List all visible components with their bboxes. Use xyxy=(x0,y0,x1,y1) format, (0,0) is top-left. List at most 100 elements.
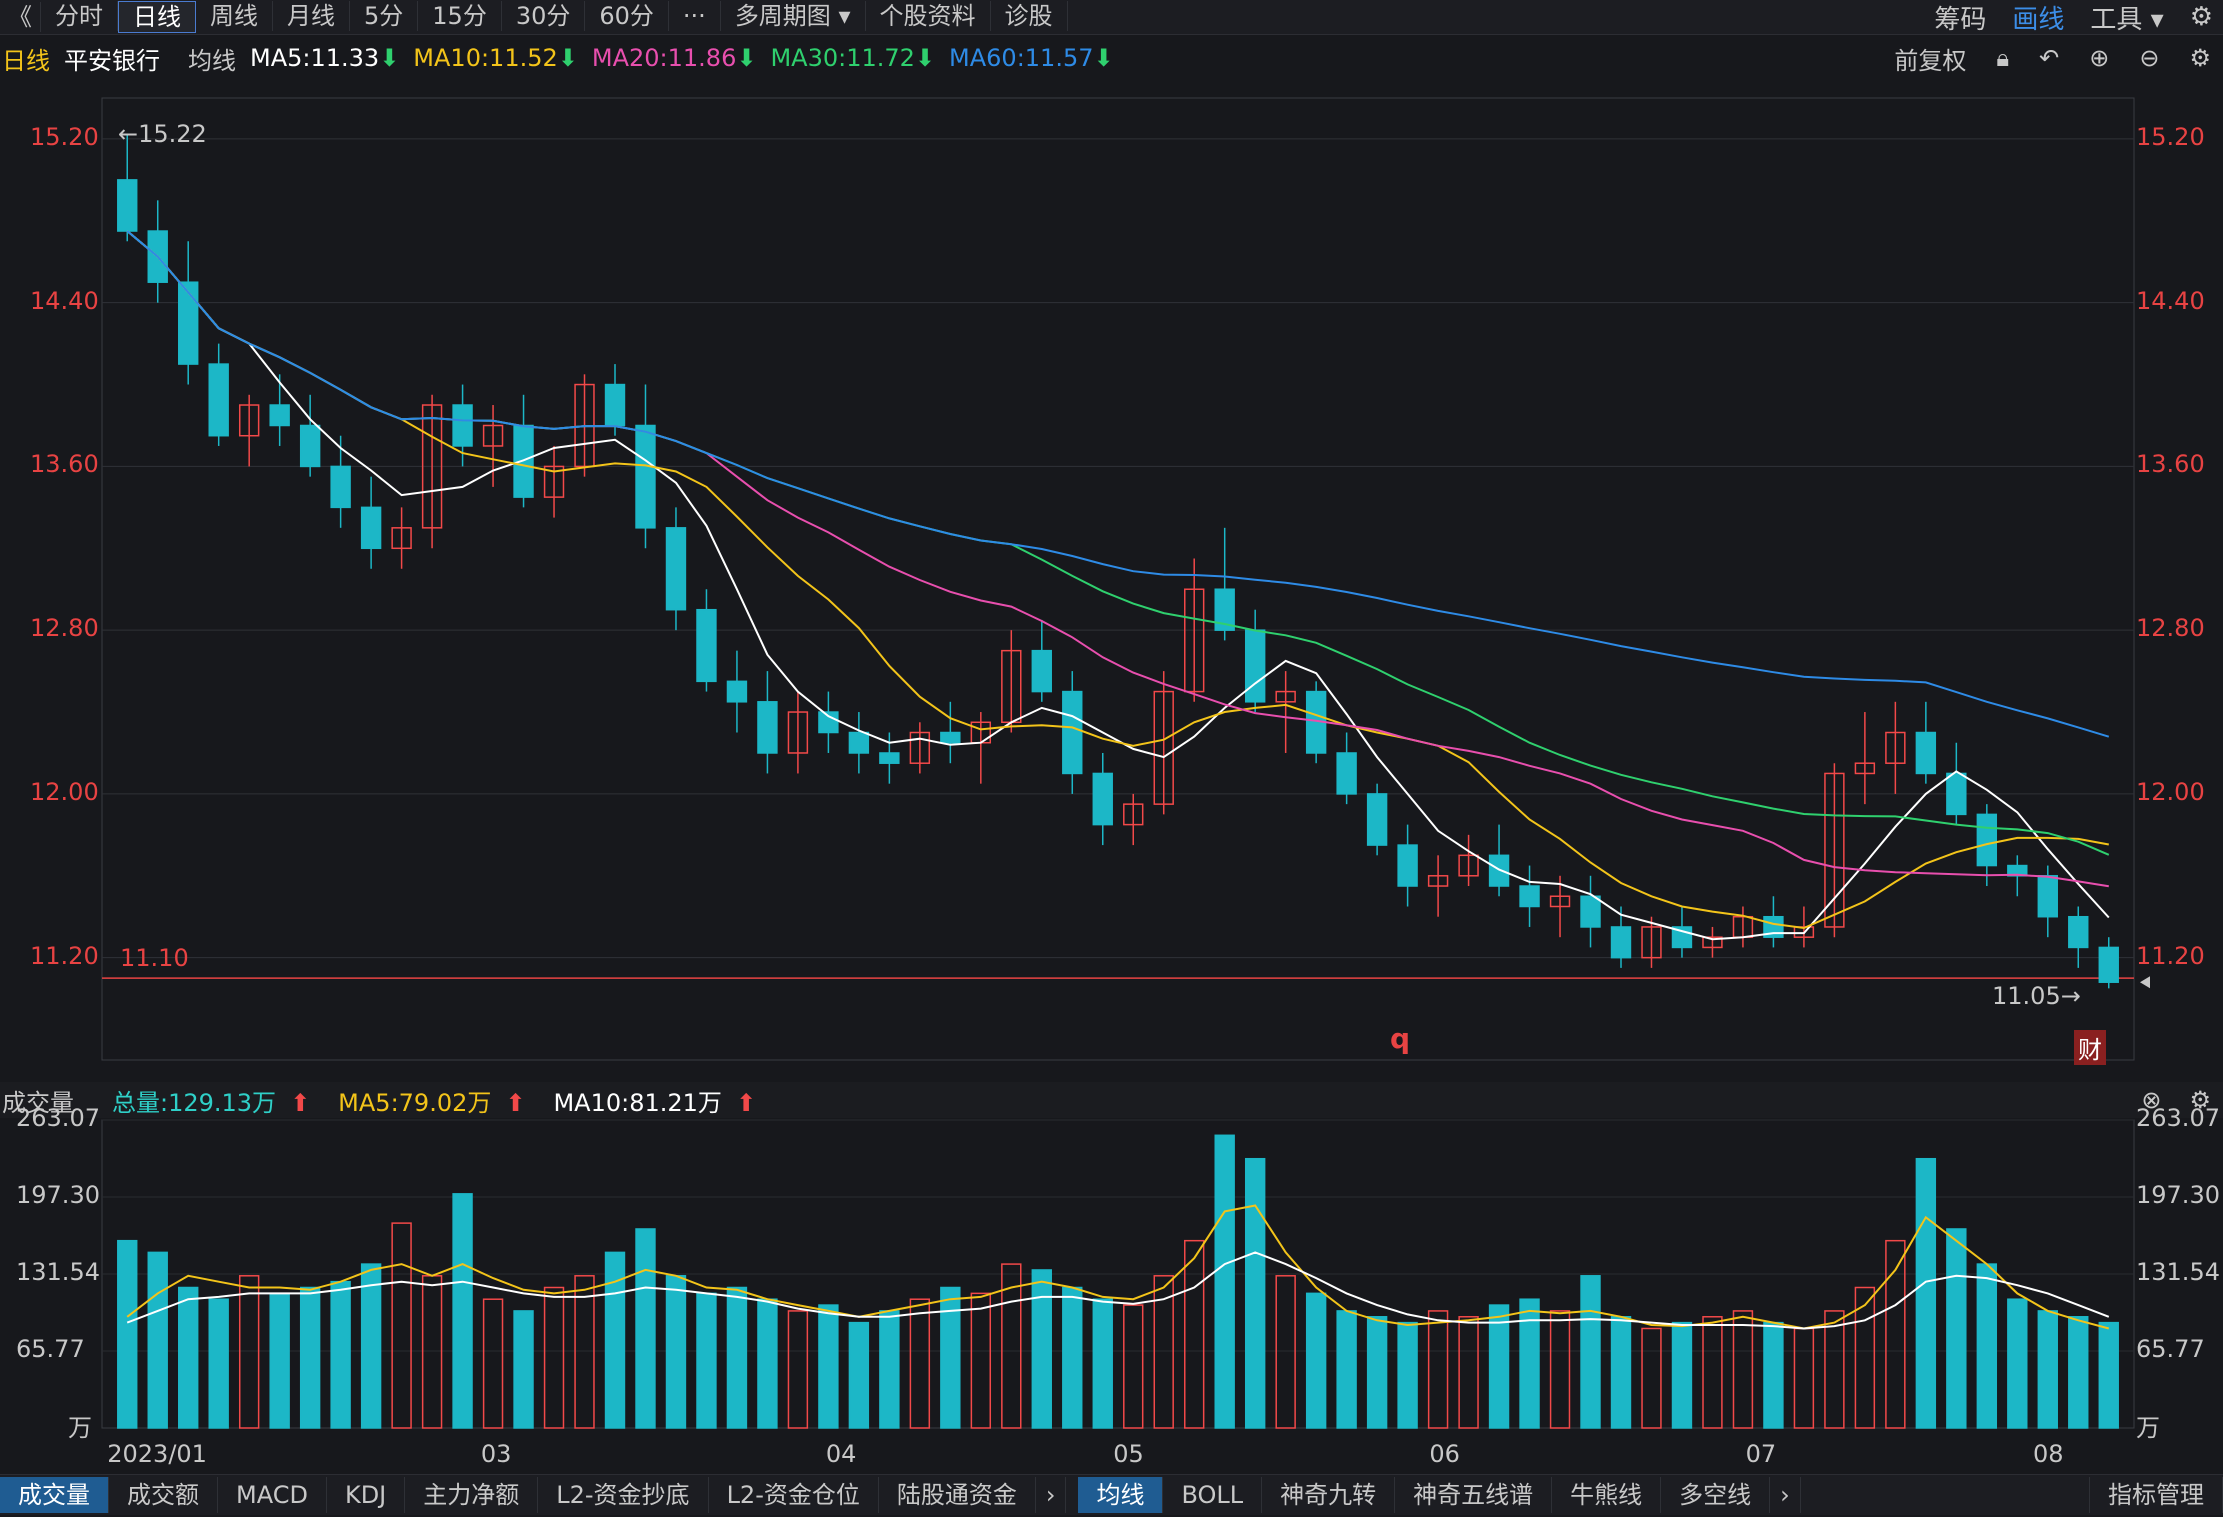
candle-body xyxy=(1702,936,1723,949)
period-label: 日线 xyxy=(2,46,50,75)
period-tab[interactable]: 60分 xyxy=(585,1,669,31)
candle-body xyxy=(909,731,931,764)
candle-body xyxy=(940,731,961,744)
candle-body xyxy=(1946,772,1967,816)
volume-bar xyxy=(909,1298,931,1429)
candle-body xyxy=(178,281,199,365)
indicator-tab[interactable]: BOLL xyxy=(1163,1477,1263,1513)
volume-bar xyxy=(879,1310,900,1429)
volume-tick: 131.54 xyxy=(2136,1257,2220,1286)
ma-value: MA10:11.52⬇ xyxy=(413,44,578,72)
zoom-out-icon[interactable]: ⊖ xyxy=(2139,44,2160,72)
indicator-tab[interactable]: KDJ xyxy=(327,1477,406,1513)
indicator-manage-button[interactable]: 指标管理 xyxy=(2089,1477,2223,1513)
candle-body xyxy=(726,680,748,703)
ma-value: MA60:11.57⬇ xyxy=(949,44,1114,72)
ma-label[interactable]: 均线 xyxy=(188,46,236,75)
candle-body xyxy=(482,424,504,447)
indicator-tab[interactable]: 成交额 xyxy=(109,1477,218,1513)
volume-tick: 万 xyxy=(68,1414,92,1442)
period-tab[interactable]: 月线 xyxy=(273,1,350,31)
candle-body xyxy=(1123,803,1144,826)
volume-bar xyxy=(1610,1316,1632,1429)
date-tick: 07 xyxy=(1745,1440,1777,1468)
price-tick: 12.00 xyxy=(2136,777,2205,806)
lock-icon[interactable]: 🔒︎ xyxy=(1996,44,2010,72)
close-icon[interactable]: ⊗ xyxy=(2141,1086,2162,1114)
candle-body xyxy=(604,383,626,427)
price-tick: 15.20 xyxy=(2136,122,2205,151)
tools-button[interactable]: 工具 ▾ xyxy=(2090,4,2164,35)
indicator-tab[interactable]: L2-资金抄底 xyxy=(538,1477,709,1513)
period-tab[interactable]: 15分 xyxy=(418,1,502,31)
period-tab[interactable]: 5分 xyxy=(350,1,419,31)
undo-icon[interactable]: ↶ xyxy=(2039,44,2060,72)
volume-bar xyxy=(1305,1292,1327,1429)
candle-body xyxy=(117,179,138,232)
indicator-tab[interactable]: 神奇九转 xyxy=(1262,1477,1396,1513)
gear-icon[interactable]: ⚙ xyxy=(2189,2,2213,32)
indicator-tab[interactable]: L2-资金仓位 xyxy=(709,1477,879,1513)
period-tab[interactable]: 周线 xyxy=(196,1,273,31)
volume-bar xyxy=(1336,1310,1357,1429)
chevron-right-icon[interactable]: › xyxy=(1036,1477,1067,1513)
candle-body xyxy=(696,608,717,683)
indicator-tab[interactable]: 均线 xyxy=(1078,1477,1164,1513)
finance-badge[interactable]: 财 xyxy=(2074,1030,2106,1065)
volume-total: 总量:129.13万 ⬆ xyxy=(112,1088,311,1117)
date-tick: 06 xyxy=(1429,1440,1460,1468)
chip-button[interactable]: 筹码 xyxy=(1934,4,1987,35)
price-tick: 11.20 xyxy=(2136,941,2205,970)
candle-body xyxy=(1153,690,1174,805)
support-price-label: 11.10 xyxy=(120,944,189,972)
candle-body xyxy=(1062,690,1083,775)
volume-bar xyxy=(2007,1298,2028,1429)
volume-bar xyxy=(208,1298,229,1429)
ma20-line xyxy=(126,230,2109,888)
period-tab[interactable]: ··· xyxy=(669,1,721,31)
volume-bar xyxy=(1519,1298,1540,1429)
volume-legend: 成交量 总量:129.13万 ⬆ MA5:79.02万 ⬆ MA10:81.21万 ⬆… xyxy=(0,1082,2223,1118)
zoom-in-icon[interactable]: ⊕ xyxy=(2089,44,2110,72)
indicator-tab[interactable]: 神奇五线谱 xyxy=(1395,1477,1553,1513)
volume-bar xyxy=(574,1275,595,1429)
indicator-tab[interactable]: 陆股通资金 xyxy=(879,1477,1036,1513)
candle-body xyxy=(1976,813,1998,867)
indicator-tab[interactable]: 牛熊线 xyxy=(1552,1477,1662,1513)
indicator-tab[interactable]: 多空线 xyxy=(1661,1477,1771,1513)
chevron-right-icon[interactable]: › xyxy=(1770,1477,1801,1513)
candle-body xyxy=(1885,731,1906,764)
volume-bar xyxy=(2037,1310,2058,1429)
indicator-tab[interactable]: 成交量 xyxy=(0,1477,109,1513)
period-tab[interactable]: 日线 xyxy=(118,1,196,33)
volume-bar xyxy=(513,1310,534,1429)
volume-bar xyxy=(665,1275,687,1429)
period-tab[interactable]: 分时 xyxy=(41,1,118,31)
candle-body xyxy=(1549,895,1571,908)
indicator-tab[interactable]: 主力净额 xyxy=(405,1477,539,1513)
candle-body xyxy=(2037,875,2058,918)
period-tab[interactable]: 诊股 xyxy=(991,1,1068,31)
candle-body xyxy=(2068,915,2089,949)
settings-icon[interactable]: ⚙ xyxy=(2189,1086,2211,1114)
volume-bar xyxy=(1732,1310,1754,1429)
volume-bar xyxy=(178,1286,199,1429)
adjust-button[interactable]: 前复权 xyxy=(1894,46,1967,75)
volume-bar xyxy=(1580,1275,1601,1429)
candle-body xyxy=(1336,752,1357,795)
back-icon[interactable]: 《 xyxy=(0,2,41,32)
period-tab[interactable]: 30分 xyxy=(502,1,586,31)
volume-bar xyxy=(482,1298,504,1429)
candle-body xyxy=(1397,844,1418,887)
period-tab[interactable]: 多周期图 ▾ xyxy=(721,1,866,31)
candle-body xyxy=(1275,690,1296,703)
ma10-line xyxy=(126,230,2109,930)
indicator-tab[interactable]: MACD xyxy=(218,1477,327,1513)
volume-bar xyxy=(452,1193,473,1429)
period-tab[interactable]: 个股资料 xyxy=(866,1,991,31)
candle-body xyxy=(1214,588,1235,631)
candle-body xyxy=(269,404,290,427)
draw-button[interactable]: 画线 xyxy=(2012,4,2065,35)
settings-icon[interactable]: ⚙ xyxy=(2189,44,2211,72)
